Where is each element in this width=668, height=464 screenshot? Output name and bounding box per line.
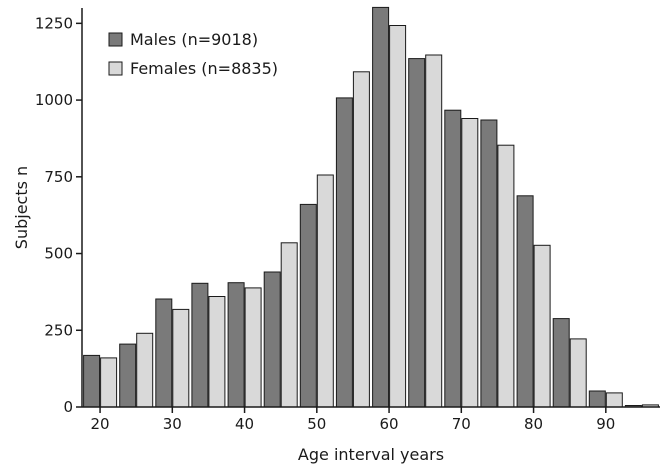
legend-swatch-males [108,32,123,47]
y-tick-label-500: 500 [44,245,73,263]
y-ticks-group: 0 250 500 750 1000 1250 [35,14,82,416]
bar-females-55 [352,71,370,408]
y-tick-label-250: 250 [44,321,73,339]
x-tick-label-60: 60 [380,415,399,433]
bar-females-40 [244,287,262,408]
bar-females-75 [497,144,515,408]
bar-females-80 [533,244,551,408]
bar-females-60 [389,25,407,408]
y-axis-title: Subjects n [12,166,31,249]
bar-males-40 [227,282,245,408]
y-tick-label-750: 750 [44,168,73,186]
x-tick-label-80: 80 [524,415,543,433]
x-tick-label-40: 40 [235,415,254,433]
legend: Males (n=9018) Females (n=8835) [108,30,278,78]
bar-males-45 [263,271,281,408]
legend-swatch-females [108,61,123,76]
legend-label-females: Females (n=8835) [130,59,278,78]
bar-females-85 [569,338,587,408]
x-tick-label-30: 30 [163,415,182,433]
x-tick-label-90: 90 [596,415,615,433]
y-tick-label-0: 0 [63,398,73,416]
bar-males-75 [480,119,498,408]
bar-females-35 [208,296,226,408]
bar-females-65 [425,54,443,408]
bar-males-50 [299,203,317,408]
bar-females-45 [280,242,298,408]
bar-females-20 [100,357,118,408]
bar-males-30 [155,298,173,408]
bar-males-55 [335,97,353,408]
x-axis-title: Age interval years [298,445,444,464]
x-tick-label-50: 50 [307,415,326,433]
x-tick-label-70: 70 [452,415,471,433]
bar-males-70 [444,109,462,408]
bar-females-50 [316,174,334,408]
bar-males-20 [83,354,101,408]
bar-females-30 [172,308,190,408]
bar-females-70 [461,118,479,408]
bar-males-60 [372,6,390,408]
x-tick-label-20: 20 [91,415,110,433]
bar-males-85 [552,318,570,408]
legend-label-males: Males (n=9018) [130,30,258,49]
bar-males-35 [191,282,209,408]
bar-males-80 [516,195,534,408]
bars-group [83,6,659,408]
bar-males-65 [408,58,426,408]
bar-females-90 [605,392,623,408]
x-ticks-group: 20 30 40 50 60 70 80 90 [91,407,615,433]
y-tick-label-1250: 1250 [35,14,73,32]
bar-females-25 [136,332,154,408]
bar-males-90 [588,390,606,408]
bar-males-25 [119,343,137,408]
y-tick-label-1000: 1000 [35,91,73,109]
